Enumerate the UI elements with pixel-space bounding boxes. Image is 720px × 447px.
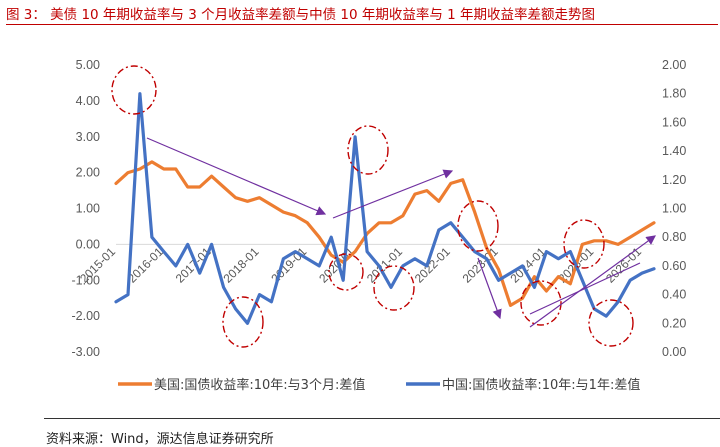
y-left-tick-label: 5.00 [76,58,100,72]
annotation-circle [328,253,364,291]
x-tick-label: 2018-01 [221,244,262,285]
source-note: 资料来源：Wind，源达信息证券研究所 [46,432,274,447]
y-right-tick-label: 0.80 [662,230,686,244]
series-lines [114,92,656,325]
title-divider [6,24,718,25]
annotations [111,65,656,348]
y-right-tick-label: 1.40 [662,144,686,158]
annotation-arrow [529,235,656,328]
annotation-arrow [146,137,327,216]
annotation-circle [563,219,605,269]
y-left-tick-label: 4.00 [76,94,100,108]
y-left-tick-label: -3.00 [72,345,101,359]
y-right-tick-label: 1.00 [662,202,686,216]
annotation-circle [347,125,389,175]
series-line-cn [114,92,656,325]
x-tick-label: 2021-01 [364,244,405,285]
y-left-tick-label: 1.00 [76,202,100,216]
annotation-arrow [477,257,502,320]
y-right-tick-label: 1.20 [662,173,686,187]
source-divider [44,418,720,419]
annotation-circle [520,280,562,326]
y-right-tick-label: 1.80 [662,87,686,101]
legend: 美国:国债收益率:10年:与3个月:差值 中国:国债收益率:10年:与1年:差值 [118,377,640,393]
annotation-circle [588,299,634,347]
y-left-tick-label: -1.00 [72,273,101,287]
y-right-tick-label: 2.00 [662,58,686,72]
x-tick-label: 2020-01 [316,244,357,285]
y-left-tick-label: 2.00 [76,166,100,180]
y-right-tick-label: 0.00 [662,345,686,359]
y-right-tick-label: 0.40 [662,288,686,302]
legend-label-blue: 中国:国债收益率:10年:与1年:差值 [442,377,640,393]
annotation-circle [373,265,415,311]
y-left-tick-label: 3.00 [76,130,100,144]
x-tick-label: 2026-01 [603,244,644,285]
annotation-arrow [332,169,454,219]
y-left-axis: 5.00 4.00 3.00 2.00 1.00 0.00 -1.00 -2.00 -3.00 [72,58,654,359]
series-line-us [114,160,656,307]
y-right-tick-label: 0.60 [662,259,686,273]
y-right-tick-label: 1.60 [662,115,686,129]
annotation-guide-line [529,262,641,315]
annotation-circle [222,296,264,348]
y-left-tick-label: 0.00 [76,237,100,251]
annotation-circle [111,65,157,115]
y-right-tick-label: 0.20 [662,316,686,330]
y-left-tick-label: -2.00 [72,309,101,323]
figure-title: 图 3： 美债 10 年期收益率与 3 个月收益率差额与中债 10 年期收益率与… [6,7,596,23]
legend-label-orange: 美国:国债收益率:10年:与3个月:差值 [154,377,365,393]
annotation-circle [457,200,499,252]
y-right-axis: 2.00 1.80 1.60 1.40 1.20 1.00 0.80 0.60 0.40 0.20… [662,58,686,359]
x-tick-label: 2019-01 [268,244,309,285]
